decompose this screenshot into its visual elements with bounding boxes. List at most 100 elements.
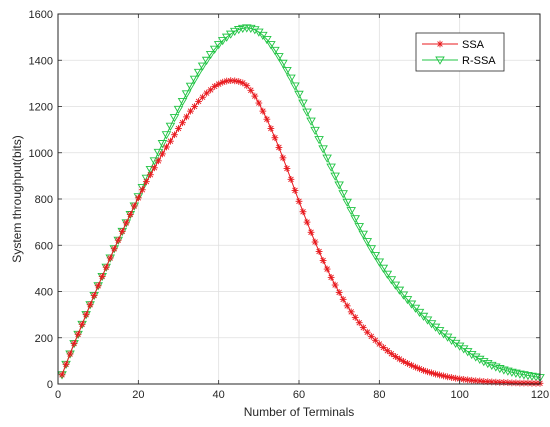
data-point-r-ssa: [390, 281, 401, 290]
data-point-r-ssa: [410, 304, 421, 313]
data-point-ssa: [231, 77, 239, 85]
data-point-r-ssa: [302, 108, 312, 117]
data-point-r-ssa: [386, 276, 397, 285]
data-point-ssa: [323, 265, 331, 273]
data-point-r-ssa: [169, 114, 180, 123]
data-point-r-ssa: [209, 45, 220, 54]
y-tick-label: 600: [35, 240, 53, 252]
data-point-r-ssa: [378, 264, 389, 273]
data-point-r-ssa: [466, 350, 477, 360]
data-point-ssa: [78, 320, 86, 328]
data-point-ssa: [122, 219, 130, 227]
y-tick-label: 1600: [29, 9, 53, 21]
y-tick-label: 800: [35, 194, 53, 206]
data-point-ssa: [315, 248, 323, 255]
data-point-ssa: [74, 330, 82, 338]
data-point-r-ssa: [350, 215, 361, 224]
data-point-ssa: [142, 178, 150, 186]
data-point-ssa: [114, 236, 122, 244]
data-point-r-ssa: [189, 75, 200, 84]
data-point-ssa: [86, 301, 94, 309]
data-point-r-ssa: [454, 342, 465, 351]
data-point-ssa: [151, 164, 158, 172]
x-tick-label: 80: [373, 389, 385, 401]
data-point-ssa: [138, 186, 146, 194]
legend-label-ssa: SSA: [462, 39, 485, 51]
data-point-r-ssa: [177, 97, 188, 107]
data-point-ssa: [355, 319, 363, 327]
data-point-ssa: [331, 281, 339, 289]
data-point-r-ssa: [193, 68, 204, 77]
data-point-ssa: [155, 157, 162, 165]
data-point-ssa: [440, 372, 447, 380]
data-point-r-ssa: [511, 369, 521, 378]
data-point-r-ssa: [503, 367, 513, 376]
data-point-ssa: [275, 144, 283, 151]
data-point-ssa: [187, 107, 194, 115]
data-point-r-ssa: [342, 198, 352, 207]
data-point-ssa: [58, 371, 66, 379]
data-point-r-ssa: [450, 339, 461, 348]
data-point-ssa: [359, 324, 367, 331]
data-point-ssa: [299, 208, 307, 216]
data-point-r-ssa: [326, 163, 336, 172]
data-point-ssa: [283, 165, 291, 172]
data-point-r-ssa: [217, 37, 228, 46]
data-point-ssa: [335, 289, 343, 296]
y-tick-label: 400: [35, 287, 53, 299]
data-point-ssa: [432, 370, 439, 378]
data-point-r-ssa: [266, 41, 276, 50]
y-tick-label: 200: [35, 333, 53, 345]
data-point-r-ssa: [225, 30, 236, 39]
data-point-r-ssa: [398, 291, 409, 300]
data-point-r-ssa: [165, 122, 176, 131]
data-point-ssa: [532, 379, 540, 387]
data-point-ssa: [327, 273, 335, 281]
data-point-r-ssa: [157, 140, 168, 149]
data-point-ssa: [387, 350, 395, 358]
data-point-r-ssa: [322, 154, 332, 163]
x-tick-label: 60: [293, 389, 305, 401]
x-tick-label: 0: [55, 389, 61, 401]
data-point-ssa: [307, 228, 315, 236]
data-point-r-ssa: [338, 190, 348, 199]
data-point-r-ssa: [258, 31, 268, 40]
data-point-ssa: [82, 311, 90, 319]
data-point-ssa: [343, 302, 351, 310]
data-point-r-ssa: [358, 230, 369, 239]
data-point-r-ssa: [414, 308, 425, 318]
y-tick-label: 0: [47, 379, 53, 391]
data-point-r-ssa: [286, 74, 296, 83]
data-point-r-ssa: [318, 145, 328, 154]
data-point-r-ssa: [499, 366, 509, 375]
data-point-ssa: [263, 115, 271, 123]
data-point-ssa: [175, 125, 182, 132]
data-point-r-ssa: [201, 56, 212, 65]
data-point-r-ssa: [362, 238, 373, 247]
data-point-ssa: [118, 227, 126, 235]
data-point-r-ssa: [366, 245, 377, 254]
x-tick-label: 40: [213, 389, 225, 401]
data-point-ssa: [126, 211, 134, 218]
data-point-ssa: [436, 371, 443, 379]
data-point-r-ssa: [374, 258, 385, 267]
data-point-r-ssa: [173, 105, 184, 114]
y-tick-label: 1400: [29, 55, 53, 67]
data-point-r-ssa: [382, 270, 393, 279]
data-point-ssa: [383, 347, 391, 355]
legend-marker-symbol-r-ssa: [435, 56, 445, 65]
data-point-ssa: [243, 82, 251, 90]
data-point-ssa: [167, 137, 174, 145]
data-point-ssa: [255, 99, 263, 107]
data-point-ssa: [271, 134, 279, 142]
data-point-r-ssa: [298, 99, 308, 108]
data-point-ssa: [98, 273, 106, 280]
data-point-r-ssa: [246, 24, 256, 34]
legend-box: [415, 32, 505, 72]
data-point-r-ssa: [133, 193, 144, 202]
legend-marker-r-ssa: [435, 56, 445, 65]
data-point-r-ssa: [470, 353, 481, 362]
data-point-r-ssa: [458, 345, 469, 354]
data-point-r-ssa: [306, 117, 316, 126]
